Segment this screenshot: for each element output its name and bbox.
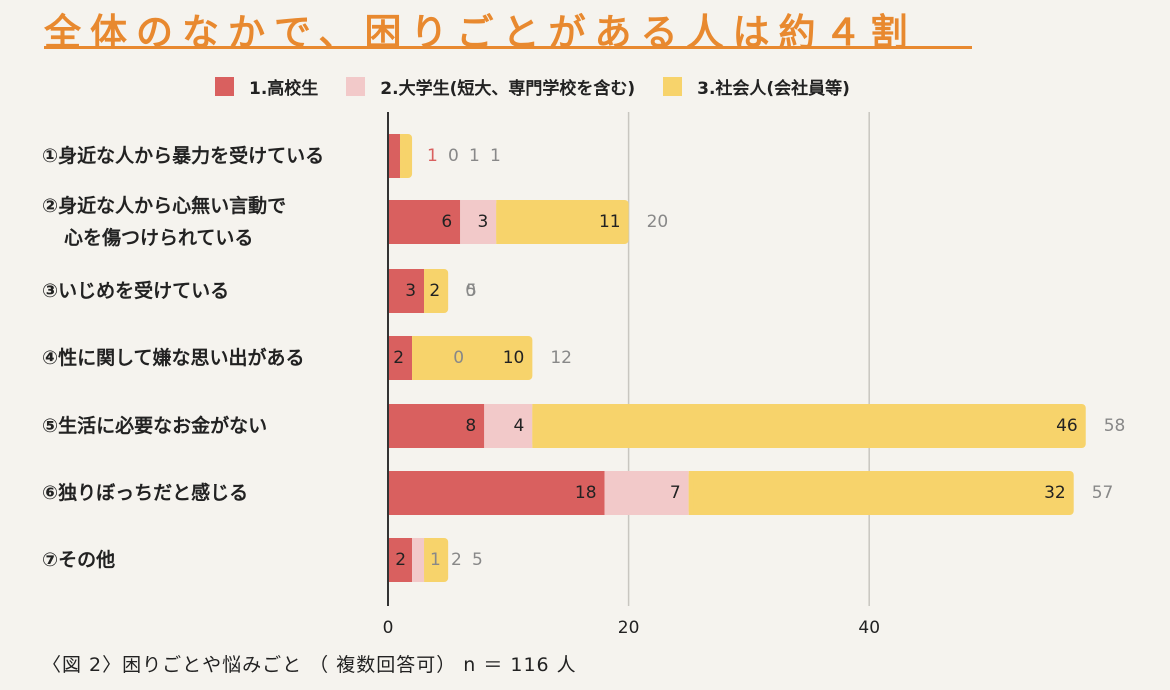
x-tick-label: 20 [618,618,640,638]
legend-item: 2.大学生(短大、専門学校を含む) [346,74,635,99]
value-label: 18 [575,483,597,503]
bar-segment [388,269,425,313]
bar-segment [412,538,425,582]
bar-segment [688,471,694,515]
value-label: 32 [1044,483,1066,503]
legend: 1.高校生 2.大学生(短大、専門学校を含む) 3.社会人(会社員等) [215,72,878,100]
legend-label: 1.高校生 [249,78,319,99]
bar-segment [388,336,413,380]
category-label: ⑦その他 [42,548,115,571]
value-label: 3 [405,281,416,301]
value-label: 3 [477,212,488,232]
total-label: 57 [1092,483,1114,503]
category-label: ⑤生活に必要なお金がない [42,414,267,437]
bar-segment [400,134,406,178]
value-label: 2 [429,281,440,301]
bar-segment [424,269,430,313]
bar-segment [496,200,629,244]
value-label: 1 [430,550,441,570]
value-label: 5 [472,550,483,570]
bar-segment [424,269,449,313]
bar-segment [412,336,533,380]
value-label: 8 [465,416,476,436]
value-label: 0 [453,348,464,368]
value-label: 1 [469,146,480,166]
category-label: ①身近な人から暴力を受けている [42,144,324,167]
total-label: 58 [1104,416,1126,436]
bar-segment [424,538,430,582]
bar-segment [688,471,1074,515]
bar-segment [412,336,418,380]
category-label: ③いじめを受けている [42,279,229,302]
value-label: 1 [490,146,501,166]
bar-segment [388,538,413,582]
category-label: ②身近な人から心無い言動で [42,194,286,217]
total-label: 12 [550,348,572,368]
value-label: 10 [503,348,525,368]
category-label: 心を傷つけられている [64,226,253,249]
bar-segment [388,404,485,448]
value-label: 6 [441,212,452,232]
bar-segment [496,200,502,244]
x-tick-label: 0 [383,618,394,638]
value-label: 7 [670,483,681,503]
value-label: 2 [395,550,406,570]
value-label: 11 [599,212,621,232]
bar-segment [604,471,689,515]
category-label: ⑥独りぼっちだと感じる [42,481,248,504]
value-label: 0 [448,146,459,166]
legend-swatch [663,76,683,96]
bar-segment [424,538,449,582]
legend-label: 2.大学生(短大、専門学校を含む) [380,78,636,99]
total-label: 20 [647,212,669,232]
value-label: 4 [514,416,525,436]
legend-swatch [346,76,366,96]
bar-segment [484,404,533,448]
bar-segment [532,404,538,448]
bar-segment [460,200,497,244]
value-label: 1 [427,146,438,166]
legend-item: 1.高校生 [215,74,318,99]
legend-swatch [215,76,234,96]
bar-segment [388,200,461,244]
legend-label: 3.社会人(会社員等) [697,78,850,99]
title-underline [44,46,972,49]
value-label: 46 [1056,416,1078,436]
x-tick-label: 40 [858,618,880,638]
total-label: 5 [466,281,477,301]
bar-segment [532,404,1086,448]
category-label: ④性に関して嫌な思い出がある [42,346,305,369]
bar-segment [388,471,605,515]
value-label: 2 [393,348,404,368]
value-label: 0 [465,281,476,301]
bar-segment [388,134,401,178]
chart-caption: 〈図 2〉困りごとや悩みごと （ 複数回答可） n ＝ 116 人 [42,654,577,676]
legend-item: 3.社会人(会社員等) [663,74,850,99]
value-label: 2 [451,550,462,570]
